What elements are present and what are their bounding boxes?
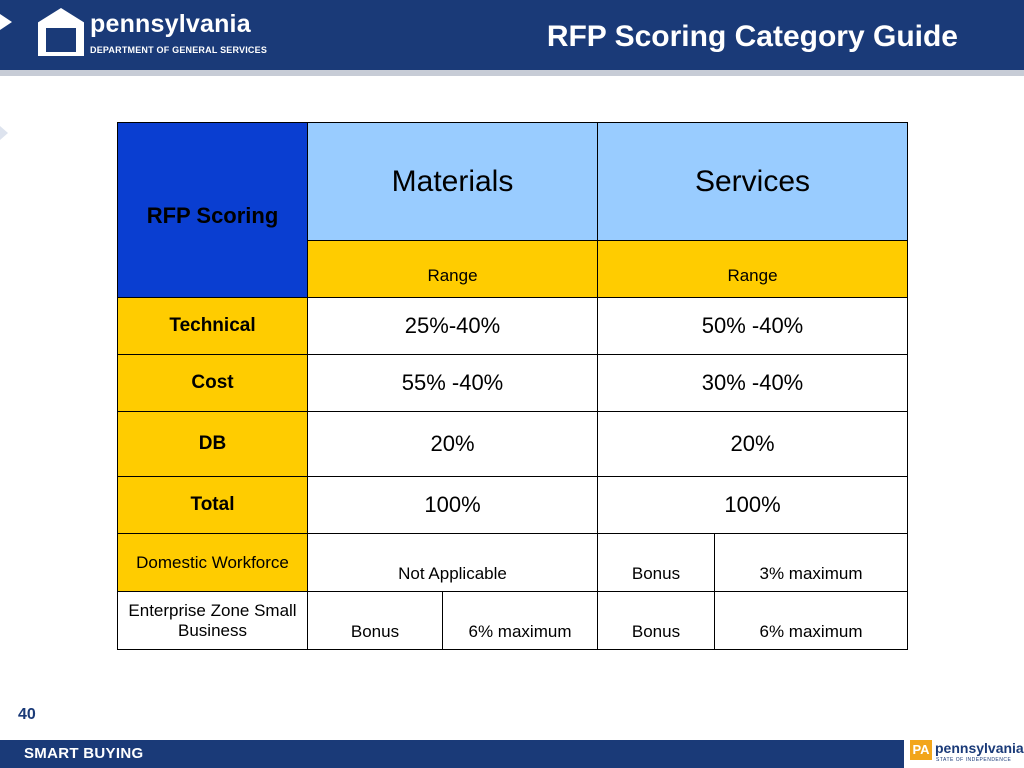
technical-materials: 25%-40% [307,297,598,355]
row-label-domestic-workforce: Domestic Workforce [117,533,308,592]
rfp-scoring-header: RFP Scoring [117,122,308,298]
row-label-db: DB [117,411,308,477]
table-row: Technical 25%-40% 50% -40% [117,297,908,355]
slide-title: RFP Scoring Category Guide [546,20,958,53]
enterprise-materials-type: Bonus [307,591,443,650]
pennsylvania-dgs-logo: pennsylvania DEPARTMENT OF GENERAL SERVI… [38,8,278,58]
enterprise-services-value: 6% maximum [714,591,908,650]
side-arrow-icon [0,126,8,140]
technical-services: 50% -40% [597,297,908,355]
footer-pa-logo: PA pennsylvania STATE OF INDEPENDENCE [904,712,1024,768]
table-row: Total 100% 100% [117,476,908,534]
page-number: 40 [18,706,36,723]
materials-header: Materials [307,122,598,241]
scoring-table: RFP Scoring Materials Services Range Ran… [117,122,908,650]
cost-services: 30% -40% [597,354,908,412]
total-materials: 100% [307,476,598,534]
table-row: Domestic Workforce Not Applicable Bonus … [117,533,908,592]
row-label-cost: Cost [117,354,308,412]
pa-badge-icon: PA [910,740,932,760]
domestic-services-type: Bonus [597,533,715,592]
footer-bar: SMART BUYING [0,740,1024,768]
footer-logo-tagline: STATE OF INDEPENDENCE [936,757,1012,763]
enterprise-services-type: Bonus [597,591,715,650]
row-label-total: Total [117,476,308,534]
services-header: Services [597,122,908,241]
domestic-services-value: 3% maximum [714,533,908,592]
total-services: 100% [597,476,908,534]
header-divider [0,70,1024,76]
header-arrow-icon [0,14,12,30]
row-label-technical: Technical [117,297,308,355]
footer-logo-name: pennsylvania [935,740,1024,756]
footer-smart-buying: SMART BUYING [24,745,144,762]
table-row: DB 20% 20% [117,411,908,477]
db-services: 20% [597,411,908,477]
materials-range-label: Range [307,240,598,298]
table-row: Cost 55% -40% 30% -40% [117,354,908,412]
logo-name: pennsylvania [90,10,251,38]
header-bar: pennsylvania DEPARTMENT OF GENERAL SERVI… [0,0,1024,76]
capitol-dome-icon [38,8,84,56]
services-range-label: Range [597,240,908,298]
enterprise-materials-value: 6% maximum [442,591,598,650]
domestic-materials: Not Applicable [307,533,598,592]
table-row: Enterprise Zone Small Business Bonus 6% … [117,591,908,650]
cost-materials: 55% -40% [307,354,598,412]
row-label-enterprise-zone: Enterprise Zone Small Business [117,591,308,650]
logo-subtitle: DEPARTMENT OF GENERAL SERVICES [90,45,268,55]
db-materials: 20% [307,411,598,477]
